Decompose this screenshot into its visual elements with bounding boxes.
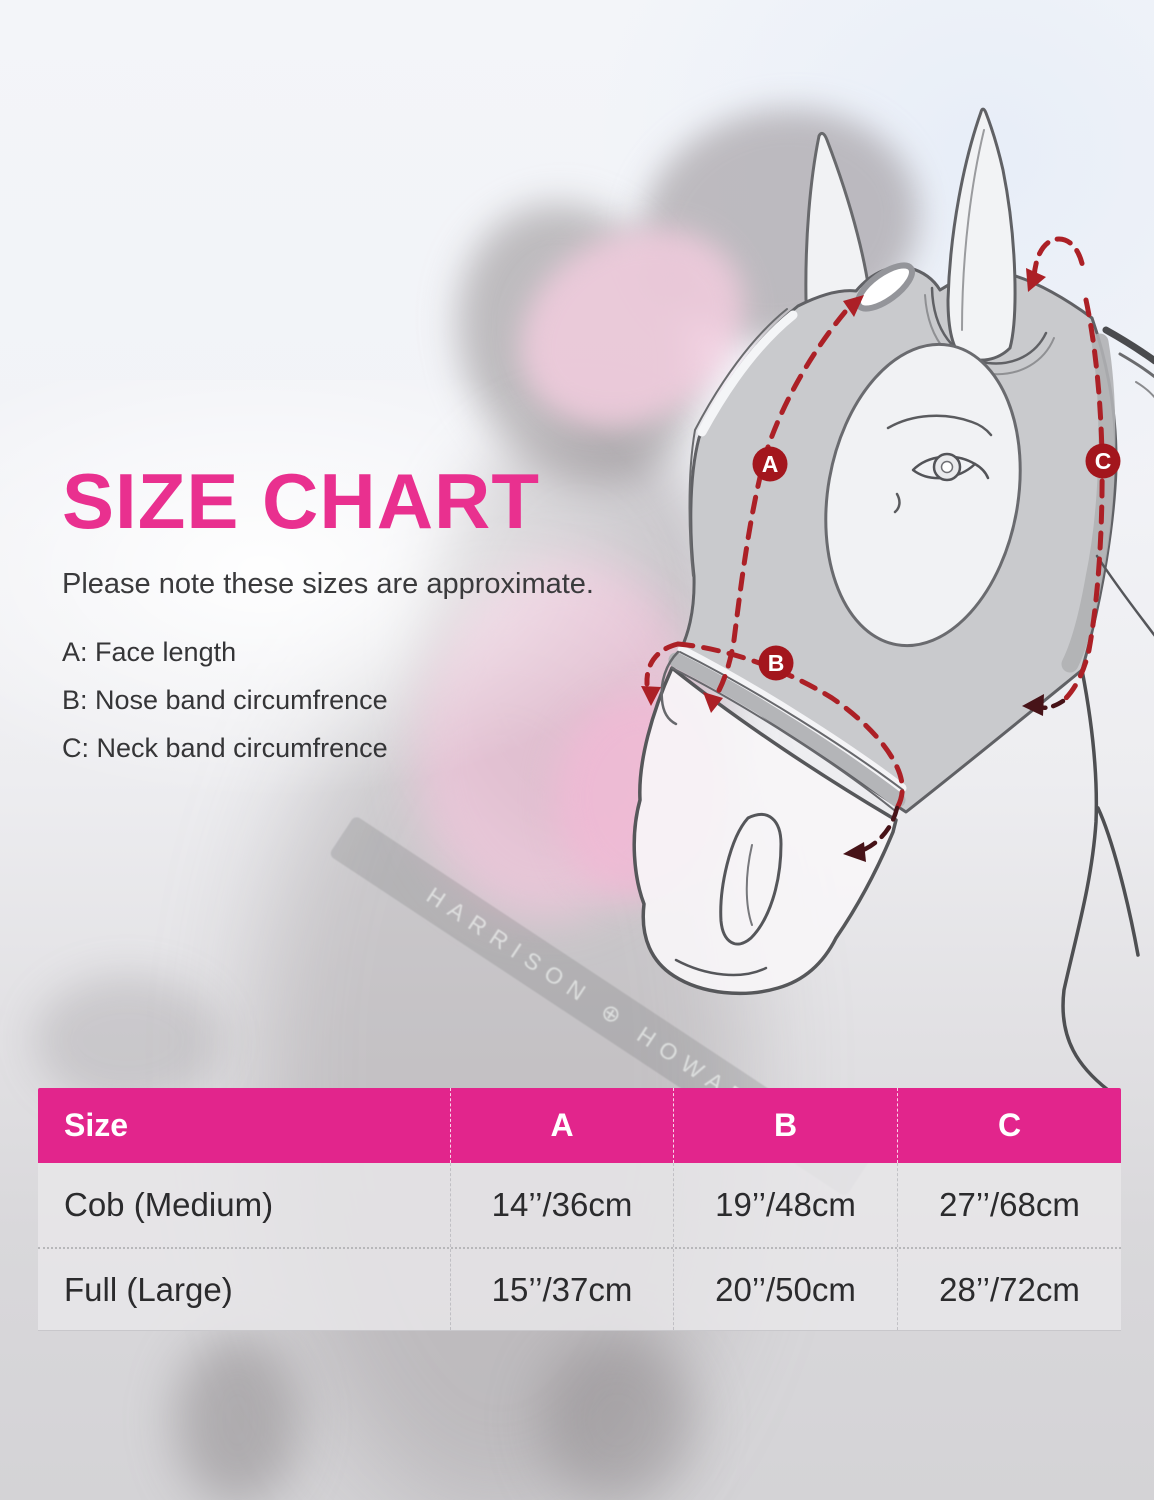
- photo-background-shadow: [35, 975, 220, 1105]
- marker-b-badge: B: [758, 645, 794, 681]
- noseband-edge-top: [679, 651, 904, 791]
- hero-block: SIZE CHART Please note these sizes are a…: [62, 462, 594, 781]
- legend-item-b: B: Nose band circumfrence: [62, 685, 388, 715]
- measurement-cell-c: 28’’/72cm: [939, 1270, 1080, 1308]
- size-name-cell: Full (Large): [38, 1249, 451, 1330]
- measurement-cell-c: 27’’/68cm: [939, 1186, 1080, 1223]
- noseband-edge-bottom: [671, 667, 895, 811]
- jaw-line: [1061, 668, 1110, 1092]
- muzzle-outline: [632, 666, 898, 996]
- legend-item-c: C: Neck band circumfrence: [62, 733, 388, 763]
- page-subtitle: Please note these sizes are approximate.: [62, 568, 594, 600]
- measurement-legend: A: Face length B: Nose band circumfrence…: [62, 637, 594, 764]
- right-ear-inner-line: [961, 129, 985, 331]
- measure-c-hook-arrow: [1022, 694, 1044, 716]
- marker-c-badge: C: [1085, 443, 1121, 479]
- measure-a-arrow-top: [843, 295, 864, 317]
- eye-pupil-highlight: [940, 460, 954, 474]
- photo-horse-leg-shadow: [175, 1335, 300, 1500]
- throat-line: [1096, 806, 1140, 957]
- marker-b-label: B: [768, 650, 785, 676]
- measure-c-path: [1060, 297, 1105, 704]
- chin-line: [674, 958, 768, 977]
- table-row-cob: Cob (Medium) 14’’/36cm 19’’/48cm 27’’/68…: [38, 1163, 1121, 1247]
- measure-b-loop-arrow: [641, 686, 661, 706]
- measure-b-left-loop: [644, 641, 681, 687]
- nostril: [719, 812, 783, 946]
- marker-a-badge: A: [752, 446, 788, 482]
- nostril-inner-line: [745, 844, 753, 926]
- column-header-size: Size: [38, 1088, 451, 1163]
- mane-strand-thick: [1102, 326, 1154, 365]
- title-background-wash: [0, 380, 680, 800]
- right-ear: [946, 107, 1017, 362]
- column-header-a: A: [451, 1088, 674, 1163]
- measure-b-path: [675, 641, 905, 811]
- size-name-cell: Cob (Medium): [38, 1163, 451, 1247]
- eye-corner-lash: [973, 462, 990, 480]
- eye-hole: [824, 342, 1022, 648]
- shoulder-line: [1095, 554, 1154, 637]
- measure-a-arrow-bottom: [703, 692, 723, 713]
- measure-b-hook: [858, 805, 900, 854]
- mask-front-piping: [697, 310, 798, 437]
- size-table: Size A B C Cob (Medium) 14’’/36cm 19’’/4…: [38, 1088, 1121, 1331]
- size-table-header-row: Size A B C: [38, 1088, 1121, 1163]
- ear-hole-rim: [930, 286, 1048, 365]
- measure-c-arc-arrow: [1026, 268, 1046, 292]
- measure-a-path: [713, 309, 848, 699]
- eye-tear-mark: [893, 492, 901, 514]
- noseband-white-gap: [677, 645, 907, 793]
- marker-c-label: C: [1095, 448, 1112, 474]
- measure-b-hook-arrow: [843, 842, 866, 862]
- measurement-cell-a: 15’’/37cm: [451, 1249, 674, 1330]
- mane-strand-wisp: [1135, 381, 1154, 399]
- page-title: SIZE CHART: [62, 457, 540, 545]
- mane-strand-thin: [1118, 352, 1154, 379]
- column-header-b: B: [674, 1088, 898, 1163]
- measurement-cell-b: 20’’/50cm: [674, 1249, 898, 1330]
- noseband-left-wrap: [660, 650, 680, 726]
- marker-a-label: A: [762, 451, 779, 477]
- head-far-edge-line: [688, 308, 788, 577]
- forelock-hole: [855, 262, 915, 312]
- column-header-c: C: [997, 1107, 1022, 1143]
- measurement-cell-b: 19’’/48cm: [674, 1163, 898, 1247]
- legend-item-a: A: Face length: [62, 637, 237, 667]
- table-row-full: Full (Large) 15’’/37cm 20’’/50cm 28’’/72…: [38, 1247, 1121, 1331]
- photo-horse-leg-shadow: [540, 1335, 695, 1500]
- measurement-cell-a: 14’’/36cm: [451, 1163, 674, 1247]
- eye-brow-line: [886, 414, 993, 437]
- measure-c-arc: [1031, 236, 1086, 280]
- noseband-band: [668, 652, 906, 808]
